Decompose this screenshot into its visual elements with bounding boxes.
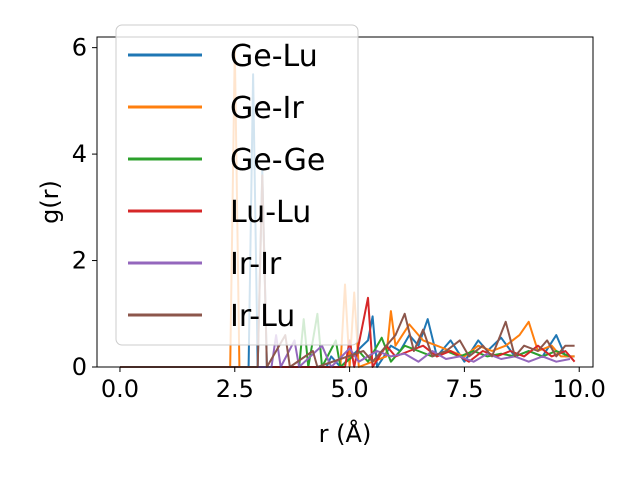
y-ticks: 0 2 4 6 bbox=[72, 34, 97, 381]
y-tick-label: 4 bbox=[72, 140, 87, 168]
y-axis-label: g(r) bbox=[36, 180, 64, 224]
x-tick-label: 7.5 bbox=[445, 375, 483, 403]
legend-entries: Ge-Lu Ge-Ir Ge-Ge Lu-Lu Ir-Ir Ir-Lu bbox=[128, 39, 325, 334]
x-tick-label: 2.5 bbox=[216, 375, 254, 403]
x-tick-label: 5.0 bbox=[331, 375, 369, 403]
legend: Ge-Lu Ge-Ir Ge-Ge Lu-Lu Ir-Ir Ir-Lu bbox=[115, 24, 359, 346]
y-tick-label: 2 bbox=[72, 247, 87, 275]
y-tick-label: 0 bbox=[72, 353, 87, 381]
series-line-ir-lu bbox=[120, 174, 575, 368]
legend-label: Lu-Lu bbox=[230, 195, 311, 230]
legend-label: Ge-Ir bbox=[230, 91, 304, 126]
series-line-ge-ir bbox=[120, 46, 575, 368]
legend-frame bbox=[115, 24, 359, 346]
legend-label: Ir-Ir bbox=[230, 247, 282, 282]
legend-label: Ge-Lu bbox=[230, 39, 318, 74]
x-axis-label: r (Å) bbox=[319, 419, 372, 448]
x-tick-label: 0.0 bbox=[101, 375, 139, 403]
x-ticks: 0.0 2.5 5.0 7.5 10.0 bbox=[101, 367, 606, 403]
legend-label: Ge-Ge bbox=[230, 143, 325, 178]
x-tick-label: 10.0 bbox=[553, 375, 606, 403]
legend-label: Ir-Lu bbox=[230, 299, 295, 334]
y-tick-label: 6 bbox=[72, 34, 87, 62]
